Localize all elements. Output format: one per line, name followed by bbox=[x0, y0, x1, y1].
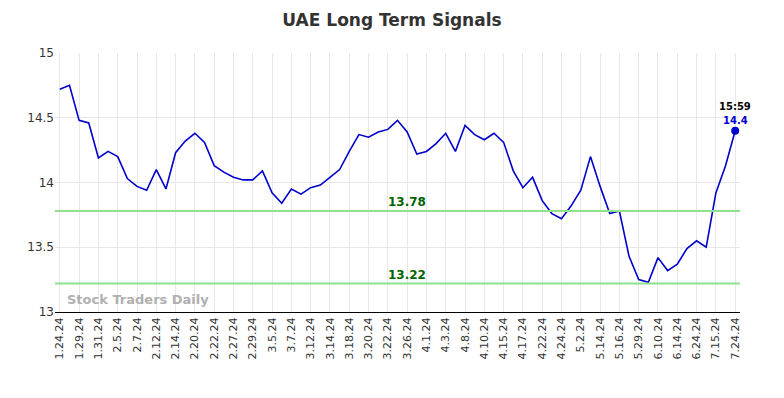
svg-text:5.16.24: 5.16.24 bbox=[613, 317, 626, 359]
svg-text:2.20.24: 2.20.24 bbox=[188, 317, 201, 359]
svg-text:3.22.24: 3.22.24 bbox=[381, 317, 394, 359]
svg-text:5.29.24: 5.29.24 bbox=[632, 317, 645, 359]
svg-text:3.7.24: 3.7.24 bbox=[285, 317, 298, 352]
svg-text:4.10.24: 4.10.24 bbox=[478, 317, 491, 359]
svg-text:4.24.24: 4.24.24 bbox=[555, 317, 568, 359]
svg-text:1.29.24: 1.29.24 bbox=[73, 317, 86, 359]
svg-text:13.78: 13.78 bbox=[388, 195, 426, 209]
svg-text:15:59: 15:59 bbox=[719, 101, 751, 112]
svg-text:3.12.24: 3.12.24 bbox=[304, 317, 317, 359]
svg-text:4.8.24: 4.8.24 bbox=[459, 317, 472, 352]
svg-text:2.29.24: 2.29.24 bbox=[246, 317, 259, 359]
svg-text:7.15.24: 7.15.24 bbox=[709, 317, 722, 359]
svg-text:2.12.24: 2.12.24 bbox=[150, 317, 163, 359]
svg-text:2.27.24: 2.27.24 bbox=[227, 317, 240, 359]
svg-text:3.14.24: 3.14.24 bbox=[324, 317, 337, 359]
svg-text:13: 13 bbox=[39, 305, 54, 319]
svg-text:1.31.24: 1.31.24 bbox=[92, 317, 105, 359]
svg-text:6.24.24: 6.24.24 bbox=[690, 317, 703, 359]
svg-text:4.3.24: 4.3.24 bbox=[439, 317, 452, 352]
svg-text:3.18.24: 3.18.24 bbox=[343, 317, 356, 359]
svg-text:5.2.24: 5.2.24 bbox=[574, 317, 587, 352]
svg-text:1.24.24: 1.24.24 bbox=[53, 317, 66, 359]
svg-text:UAE Long Term Signals: UAE Long Term Signals bbox=[282, 10, 501, 30]
svg-text:4.17.24: 4.17.24 bbox=[516, 317, 529, 359]
svg-text:4.1.24: 4.1.24 bbox=[420, 317, 433, 352]
svg-text:14.4: 14.4 bbox=[723, 115, 748, 126]
svg-text:14.5: 14.5 bbox=[27, 111, 54, 125]
svg-text:Stock Traders Daily: Stock Traders Daily bbox=[67, 292, 209, 307]
svg-text:2.7.24: 2.7.24 bbox=[131, 317, 144, 352]
svg-text:3.26.24: 3.26.24 bbox=[401, 317, 414, 359]
svg-text:15: 15 bbox=[39, 46, 54, 60]
svg-text:6.14.24: 6.14.24 bbox=[671, 317, 684, 359]
svg-text:6.10.24: 6.10.24 bbox=[652, 317, 665, 359]
svg-text:4.15.24: 4.15.24 bbox=[497, 317, 510, 359]
svg-text:5.14.24: 5.14.24 bbox=[594, 317, 607, 359]
svg-text:4.22.24: 4.22.24 bbox=[536, 317, 549, 359]
svg-text:13.5: 13.5 bbox=[27, 240, 54, 254]
svg-text:14: 14 bbox=[39, 176, 54, 190]
svg-text:7.24.24: 7.24.24 bbox=[729, 317, 742, 359]
svg-text:2.5.24: 2.5.24 bbox=[111, 317, 124, 352]
svg-text:2.14.24: 2.14.24 bbox=[169, 317, 182, 359]
svg-text:2.22.24: 2.22.24 bbox=[208, 317, 221, 359]
svg-text:3.20.24: 3.20.24 bbox=[362, 317, 375, 359]
svg-text:3.5.24: 3.5.24 bbox=[266, 317, 279, 352]
svg-text:13.22: 13.22 bbox=[388, 268, 426, 282]
